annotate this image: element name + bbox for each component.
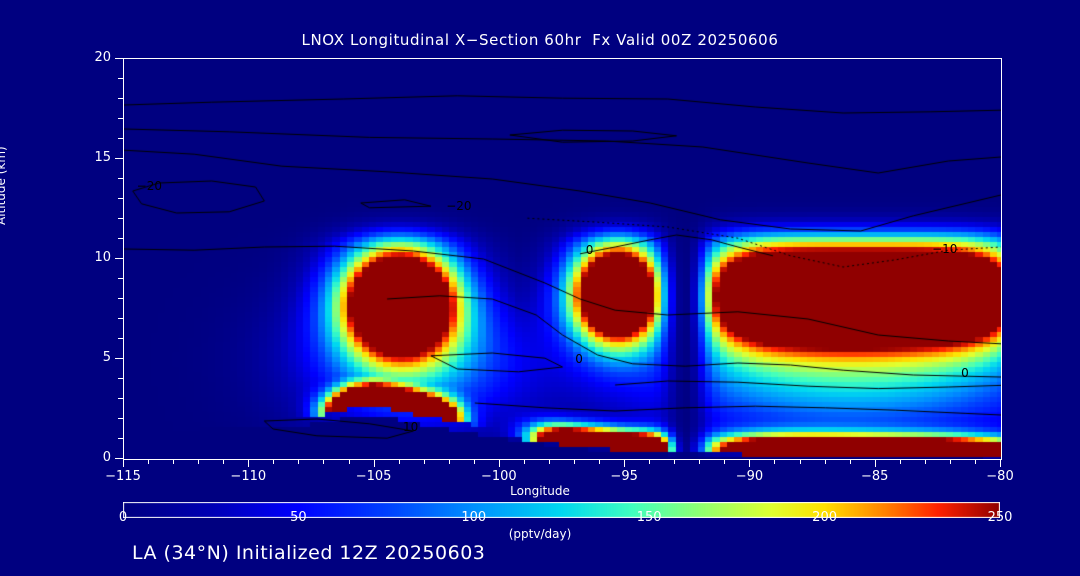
x-tick-mark: [799, 459, 801, 464]
x-tick-mark: [548, 459, 550, 464]
x-tick-mark: [498, 459, 500, 467]
contour-label: −20: [446, 199, 472, 214]
x-tick-mark: [398, 459, 400, 464]
x-tick-mark: [348, 459, 350, 464]
x-tick-mark: [899, 459, 901, 464]
x-tick-mark: [123, 459, 124, 467]
x-tick-mark: [924, 459, 926, 464]
y-tick-label: 0: [102, 450, 111, 465]
x-tick-mark: [874, 459, 876, 467]
y-tick-mark: [118, 138, 123, 139]
heatmap-canvas: [124, 59, 1001, 459]
y-tick-mark: [118, 398, 123, 399]
colorbar-tick-label: 0: [118, 510, 128, 525]
y-tick-mark: [118, 98, 123, 99]
x-tick-label: −85: [860, 469, 889, 484]
y-tick-mark: [118, 378, 123, 379]
y-axis-title: Altitude (km): [0, 146, 8, 225]
y-tick-label: 20: [94, 50, 111, 65]
colorbar-tick-label: 100: [461, 510, 487, 525]
y-tick-mark: [118, 78, 123, 79]
y-tick-mark: [118, 178, 123, 179]
x-tick-mark: [849, 459, 851, 464]
x-tick-mark: [448, 459, 450, 464]
x-tick-label: −80: [986, 469, 1014, 484]
x-tick-mark: [298, 459, 300, 464]
x-tick-mark: [649, 459, 651, 464]
page-title: LNOX Longitudinal X−Section 60hr Fx Vali…: [301, 31, 779, 49]
y-tick-mark: [115, 458, 123, 459]
x-tick-mark: [624, 459, 626, 467]
y-tick-mark: [115, 58, 123, 59]
y-tick-label: 15: [94, 150, 111, 165]
x-tick-label: −110: [230, 469, 267, 484]
colorbar-tick-label: 150: [636, 510, 662, 525]
x-tick-mark: [323, 459, 325, 464]
y-tick-mark: [118, 338, 123, 339]
y-tick-mark: [118, 278, 123, 279]
x-tick-mark: [1000, 459, 1001, 467]
y-tick-mark: [118, 418, 123, 419]
contour-label: 0: [575, 352, 583, 366]
y-tick-mark: [118, 238, 123, 239]
colorbar-tick-label: 200: [812, 510, 837, 525]
y-tick-mark: [115, 358, 123, 359]
x-tick-mark: [774, 459, 776, 464]
colorbar-canvas: [123, 502, 1000, 518]
x-tick-mark: [599, 459, 601, 464]
y-tick-mark: [115, 158, 123, 159]
x-tick-mark: [148, 459, 150, 464]
contour-label: 10: [403, 420, 419, 434]
figure-caption: LA (34°N) Initialized 12Z 20250603: [132, 542, 486, 564]
x-tick-label: −105: [355, 469, 392, 484]
x-tick-mark: [949, 459, 951, 464]
plot-area: [123, 58, 1002, 460]
x-tick-label: −90: [735, 469, 764, 484]
y-tick-mark: [118, 438, 123, 439]
y-tick-mark: [115, 258, 123, 259]
x-tick-mark: [574, 459, 576, 464]
x-tick-mark: [824, 459, 826, 464]
x-tick-mark: [223, 459, 225, 464]
x-tick-mark: [473, 459, 475, 464]
x-tick-mark: [423, 459, 425, 464]
y-tick-mark: [118, 298, 123, 299]
y-tick-mark: [118, 218, 123, 219]
contour-label: 0: [585, 243, 594, 258]
y-tick-mark: [118, 318, 123, 319]
x-tick-mark: [248, 459, 250, 467]
x-tick-mark: [173, 459, 175, 464]
contour-label: 0: [961, 366, 969, 380]
x-tick-mark: [974, 459, 976, 464]
contour-label: −10: [932, 242, 958, 256]
x-tick-mark: [749, 459, 751, 467]
y-tick-mark: [118, 118, 123, 119]
contour-label: −20: [136, 179, 162, 194]
y-tick-label: 10: [94, 250, 111, 265]
x-tick-mark: [198, 459, 200, 464]
colorbar-tick-label: 250: [987, 510, 1013, 525]
x-tick-label: −100: [480, 469, 517, 484]
x-tick-mark: [273, 459, 275, 464]
x-tick-mark: [523, 459, 525, 464]
colorbar-units: (pptv/day): [508, 527, 572, 541]
x-tick-mark: [674, 459, 676, 464]
x-axis-title: Longitude: [510, 484, 570, 498]
x-tick-label: −115: [105, 469, 141, 484]
y-tick-label: 5: [102, 350, 111, 365]
colorbar-tick-label: 50: [290, 510, 307, 525]
y-tick-mark: [118, 198, 123, 199]
x-tick-label: −95: [610, 469, 638, 484]
x-tick-mark: [699, 459, 701, 464]
x-tick-mark: [373, 459, 375, 467]
x-tick-mark: [724, 459, 726, 464]
colorbar: [123, 502, 1000, 518]
